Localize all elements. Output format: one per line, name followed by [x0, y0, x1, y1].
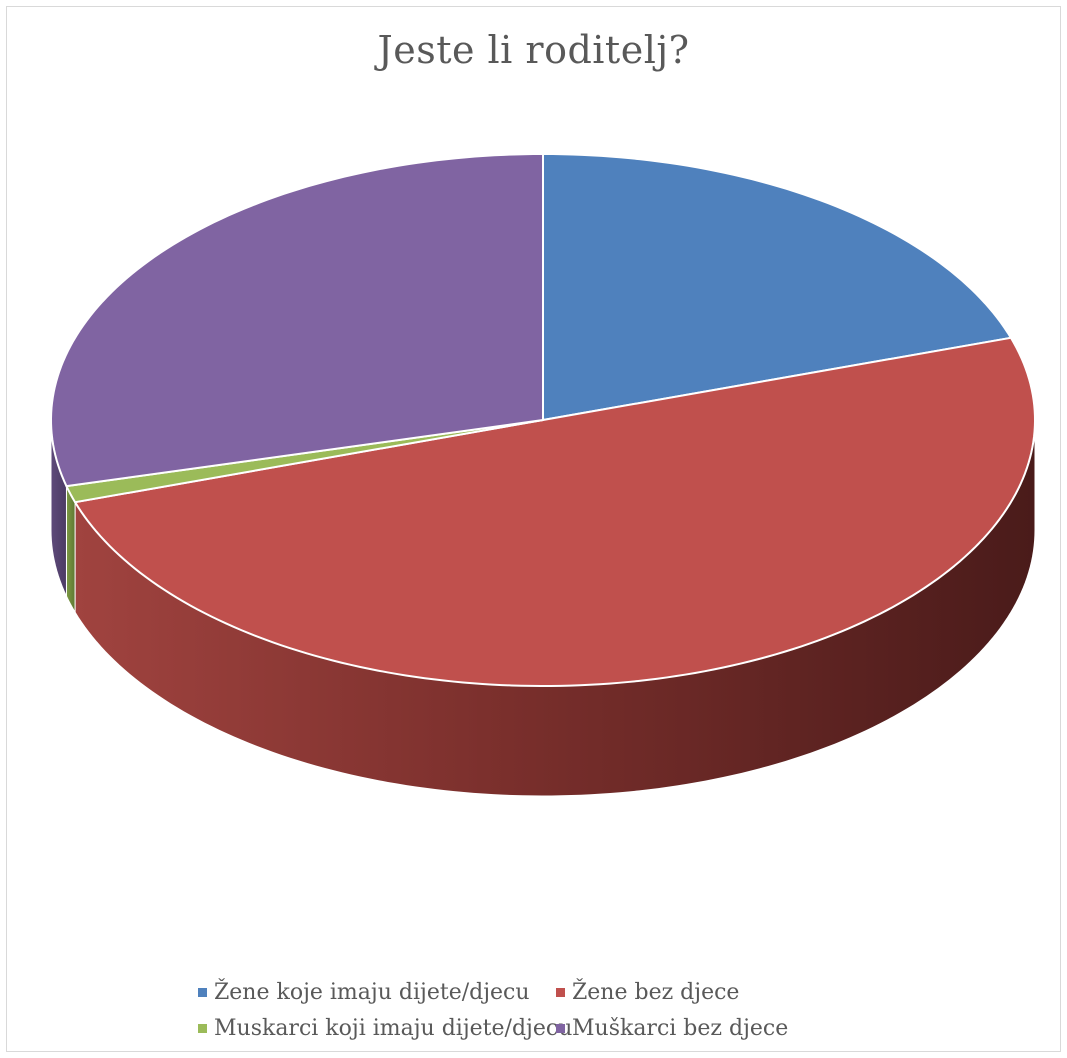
pie-slice-side-2 — [65, 485, 76, 615]
legend-label-1: Žene bez djece — [572, 980, 740, 1005]
pie-chart — [50, 153, 1036, 797]
legend-label-0: Žene koje imaju dijete/djecu — [214, 980, 530, 1005]
pie-slice-1 — [74, 336, 1036, 687]
legend-item-1: Žene bez djece — [556, 980, 739, 1005]
legend-label-2: Muskarci koji imaju dijete/djecu — [214, 1016, 573, 1041]
legend-item-3: Muškarci bez djece — [556, 1016, 788, 1041]
legend-swatch-1 — [556, 988, 565, 997]
legend-swatch-3 — [556, 1024, 565, 1033]
chart-title: Jeste li roditelj? — [377, 28, 690, 72]
legend-item-2: Muskarci koji imaju dijete/djecu — [198, 1016, 572, 1041]
pie-slice-3 — [50, 153, 544, 488]
pie-slice-0 — [542, 153, 1012, 421]
legend-swatch-0 — [198, 988, 207, 997]
legend-label-3: Muškarci bez djece — [572, 1016, 789, 1041]
legend-item-0: Žene koje imaju dijete/djecu — [198, 980, 530, 1005]
legend-swatch-2 — [198, 1024, 207, 1033]
